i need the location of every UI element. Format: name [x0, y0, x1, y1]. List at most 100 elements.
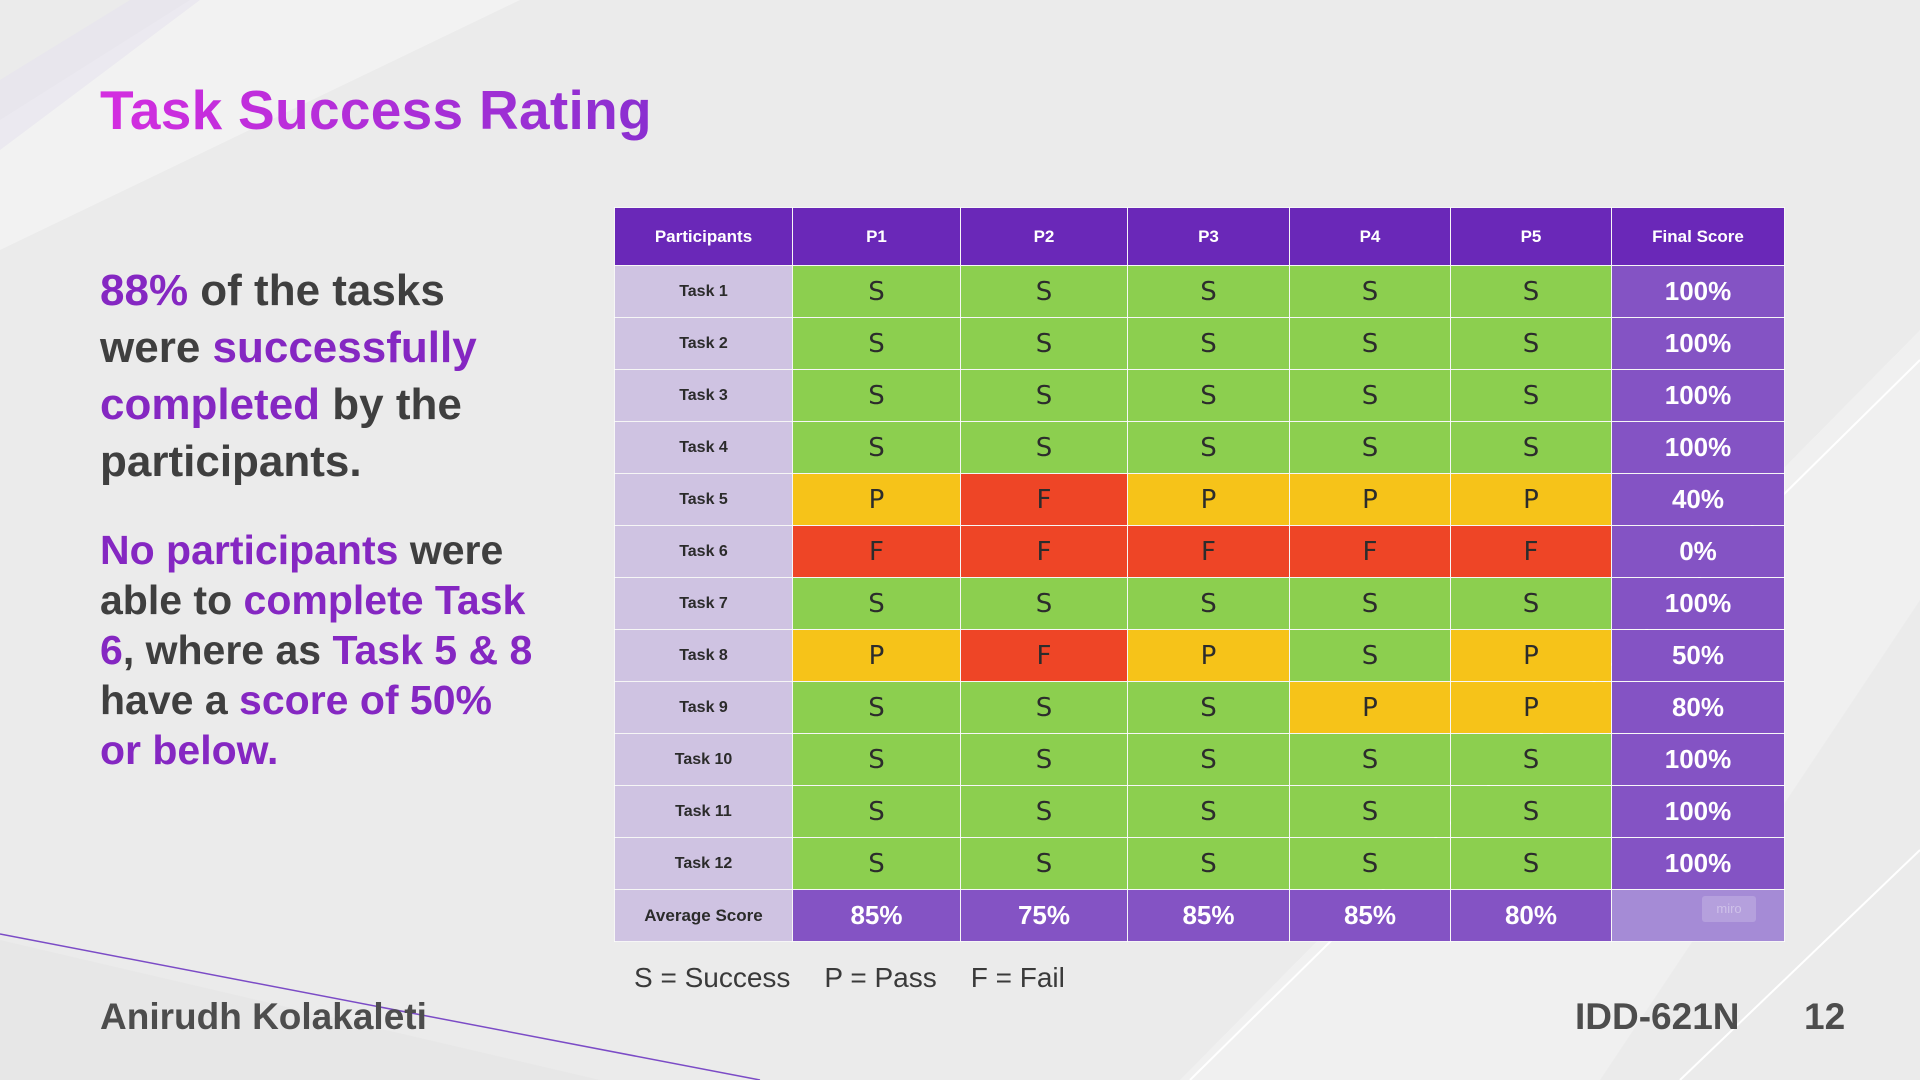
- table-row: Task 1 S S S S S 100%: [614, 265, 1785, 318]
- column-header: P4: [1289, 207, 1451, 266]
- average-final-blank: miro: [1611, 889, 1785, 942]
- final-score-cell: 100%: [1611, 837, 1785, 890]
- table-row: Task 10 S S S S S 100%: [614, 733, 1785, 786]
- result-cell: F: [1127, 525, 1290, 578]
- result-cell: S: [1127, 577, 1290, 630]
- result-cell: S: [1289, 421, 1451, 474]
- table-header-row: Participants P1 P2 P3 P4 P5 Final Score: [614, 207, 1785, 266]
- summary-highlight: Task 5 & 8: [332, 627, 533, 673]
- result-cell: S: [1289, 577, 1451, 630]
- result-cell: S: [1127, 317, 1290, 370]
- legend-item: S = Success: [634, 962, 791, 993]
- task-label: Task 12: [614, 837, 793, 890]
- result-cell: S: [960, 421, 1128, 474]
- result-cell: S: [1289, 733, 1451, 786]
- task-label: Task 6: [614, 525, 793, 578]
- footer-course-code: IDD-621N: [1575, 996, 1740, 1037]
- column-header: P5: [1450, 207, 1612, 266]
- summary-text: by the participants.: [100, 380, 462, 486]
- task-label: Task 9: [614, 681, 793, 734]
- summary-highlight: successfully completed: [100, 323, 477, 429]
- result-cell: P: [1289, 473, 1451, 526]
- average-score-cell: 75%: [960, 889, 1128, 942]
- result-cell: S: [1127, 733, 1290, 786]
- summary-highlight: 88%: [100, 266, 189, 315]
- summary-highlight: No participants: [100, 527, 399, 573]
- table-row: Task 9 S S S P P 80%: [614, 681, 1785, 734]
- miro-watermark: miro: [1702, 896, 1756, 922]
- footer-author: Anirudh Kolakaleti: [100, 996, 427, 1037]
- table-row: Task 2 S S S S S 100%: [614, 317, 1785, 370]
- result-cell: S: [1127, 837, 1290, 890]
- summary-highlight: complete Task 6: [100, 577, 526, 673]
- result-cell: F: [960, 629, 1128, 682]
- result-cell: S: [1450, 837, 1612, 890]
- result-cell: S: [960, 837, 1128, 890]
- result-cell: S: [1450, 265, 1612, 318]
- result-cell: F: [792, 525, 961, 578]
- summary-success-rate: 88% of the tasks were successfully compl…: [100, 262, 540, 490]
- result-cell: F: [1450, 525, 1612, 578]
- task-label: Task 7: [614, 577, 793, 630]
- result-cell: S: [1450, 785, 1612, 838]
- legend: S = Success P = Pass F = Fail: [634, 962, 1099, 994]
- result-cell: S: [1127, 421, 1290, 474]
- average-score-cell: 85%: [1289, 889, 1451, 942]
- result-cell: S: [960, 317, 1128, 370]
- task-label: Task 2: [614, 317, 793, 370]
- result-cell: S: [792, 421, 961, 474]
- task-label: Task 8: [614, 629, 793, 682]
- task-label: Task 3: [614, 369, 793, 422]
- page-number: 12: [1804, 996, 1846, 1037]
- summary-text: , where as: [122, 627, 333, 673]
- table-row: Task 11 S S S S S 100%: [614, 785, 1785, 838]
- final-score-cell: 100%: [1611, 265, 1785, 318]
- result-cell: S: [1450, 369, 1612, 422]
- result-cell: S: [960, 681, 1128, 734]
- result-cell: S: [1289, 265, 1451, 318]
- result-cell: S: [960, 785, 1128, 838]
- average-score-cell: 85%: [792, 889, 961, 942]
- final-score-cell: 100%: [1611, 733, 1785, 786]
- column-header: P3: [1127, 207, 1290, 266]
- result-cell: S: [1289, 785, 1451, 838]
- result-cell: S: [1289, 369, 1451, 422]
- final-score-cell: 0%: [1611, 525, 1785, 578]
- result-cell: P: [1450, 473, 1612, 526]
- result-cell: S: [960, 733, 1128, 786]
- column-header: P1: [792, 207, 961, 266]
- summary-text: were able to: [100, 527, 504, 623]
- result-cell: S: [1289, 629, 1451, 682]
- final-score-cell: 50%: [1611, 629, 1785, 682]
- table-row: Task 8 P F P S P 50%: [614, 629, 1785, 682]
- result-cell: P: [1127, 473, 1290, 526]
- column-header: P2: [960, 207, 1128, 266]
- table-row: Task 6 F F F F F 0%: [614, 525, 1785, 578]
- table-row: Task 4 S S S S S 100%: [614, 421, 1785, 474]
- slide-title: Task Success Rating: [100, 79, 652, 141]
- final-score-cell: 40%: [1611, 473, 1785, 526]
- task-success-table: Participants P1 P2 P3 P4 P5 Final Score Task 1…: [614, 207, 1785, 942]
- final-score-cell: 100%: [1611, 421, 1785, 474]
- result-cell: S: [792, 681, 961, 734]
- result-cell: S: [960, 369, 1128, 422]
- summary-highlight: score of 50% or below.: [100, 677, 492, 773]
- result-cell: P: [1450, 629, 1612, 682]
- result-cell: S: [792, 317, 961, 370]
- result-cell: S: [792, 733, 961, 786]
- task-label: Task 4: [614, 421, 793, 474]
- result-cell: S: [1450, 317, 1612, 370]
- average-score-cell: 80%: [1450, 889, 1612, 942]
- result-cell: S: [792, 577, 961, 630]
- result-cell: P: [1127, 629, 1290, 682]
- final-score-cell: 100%: [1611, 577, 1785, 630]
- result-cell: S: [960, 577, 1128, 630]
- final-score-cell: 100%: [1611, 369, 1785, 422]
- task-label: Task 11: [614, 785, 793, 838]
- result-cell: S: [1127, 681, 1290, 734]
- summary-failures: No participants were able to complete Ta…: [100, 525, 540, 775]
- legend-item: P = Pass: [824, 962, 937, 993]
- result-cell: F: [960, 473, 1128, 526]
- table-row: Task 3 S S S S S 100%: [614, 369, 1785, 422]
- result-cell: F: [960, 525, 1128, 578]
